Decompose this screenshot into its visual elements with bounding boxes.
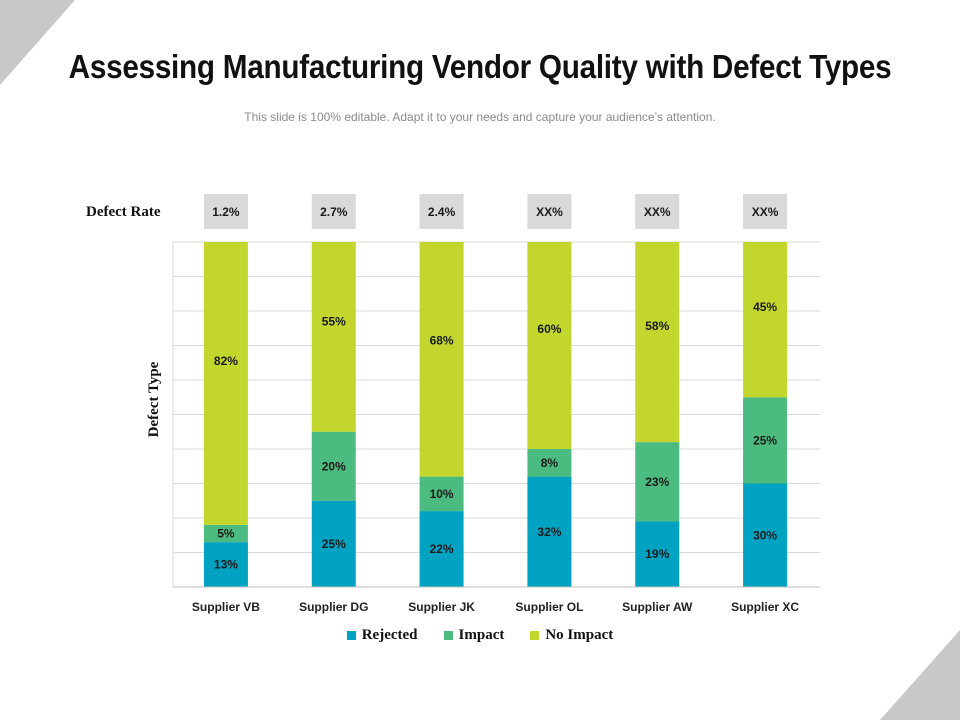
legend-label-rejected: Rejected	[361, 627, 418, 643]
data-label-impact: 23%	[645, 475, 669, 489]
bar-no-impact	[635, 242, 680, 443]
defect-rate-box	[527, 194, 572, 229]
defect-rate-box	[743, 194, 788, 229]
legend-swatch-impact	[443, 631, 453, 640]
data-label-rejected: 22%	[430, 542, 454, 556]
page-title: Assessing Manufacturing Vendor Quality w…	[68, 48, 892, 85]
bar-impact	[743, 397, 788, 484]
bar-no-impact	[527, 242, 572, 449]
bar-rejected	[635, 521, 680, 587]
data-label-rejected: 13%	[214, 558, 238, 572]
bar-impact	[311, 431, 356, 501]
defect-rate-label: Defect Rate	[86, 204, 161, 220]
legend-item-impact: Impact	[443, 627, 505, 644]
page-subtitle: This slide is 100% editable. Adapt it to…	[244, 110, 716, 124]
bar-rejected	[527, 476, 572, 587]
bar-impact	[635, 442, 680, 522]
defect-rate-box	[311, 194, 356, 229]
bar-impact	[527, 449, 572, 477]
y-axis-title: Defect Type	[146, 361, 162, 437]
defect-rate-value: XX%	[752, 205, 779, 219]
data-label-impact: 8%	[541, 456, 559, 470]
bar-no-impact	[419, 242, 464, 477]
x-tick-label: Supplier AW	[622, 600, 693, 614]
data-label-no-impact: 60%	[537, 322, 561, 336]
data-label-no-impact: 45%	[753, 300, 777, 314]
defect-rate-box	[203, 194, 248, 229]
x-tick-label: Supplier DG	[299, 600, 368, 614]
data-label-no-impact: 58%	[645, 319, 669, 333]
legend-item-no-impact: No Impact	[530, 627, 613, 644]
data-label-rejected: 25%	[322, 537, 346, 551]
bar-impact	[203, 524, 248, 543]
x-tick-label: Supplier XC	[731, 600, 799, 614]
chart-legend: Rejected Impact No Impact	[0, 627, 960, 644]
x-tick-label: Supplier OL	[515, 600, 583, 614]
defect-rate-box	[419, 194, 464, 229]
data-label-impact: 25%	[753, 433, 777, 447]
data-label-rejected: 19%	[645, 547, 669, 561]
bar-rejected	[203, 542, 248, 587]
defect-rate-value: 2.4%	[428, 205, 456, 219]
data-label-rejected: 30%	[753, 528, 777, 542]
defect-rate-value: 2.7%	[320, 205, 348, 219]
defect-rate-value: XX%	[536, 205, 563, 219]
legend-label-impact: Impact	[458, 627, 505, 643]
bar-no-impact	[203, 242, 248, 525]
legend-swatch-no-impact	[530, 631, 540, 640]
bar-impact	[419, 476, 464, 512]
data-label-rejected: 32%	[537, 525, 561, 539]
legend-item-rejected: Rejected	[346, 627, 418, 644]
bar-no-impact	[743, 242, 788, 398]
defect-rate-box	[635, 194, 680, 229]
data-label-impact: 10%	[430, 487, 454, 501]
defect-rate-value: 1.2%	[212, 205, 240, 219]
legend-swatch-rejected	[346, 631, 356, 640]
bar-no-impact	[311, 242, 356, 432]
data-label-no-impact: 55%	[322, 315, 346, 329]
data-label-no-impact: 82%	[214, 354, 238, 368]
bar-rejected	[419, 511, 464, 587]
x-tick-label: Supplier VB	[192, 600, 260, 614]
bar-rejected	[311, 500, 356, 587]
defect-rate-value: XX%	[644, 205, 671, 219]
data-label-impact: 5%	[217, 527, 235, 541]
data-label-no-impact: 68%	[430, 334, 454, 348]
x-tick-label: Supplier JK	[408, 600, 475, 614]
legend-label-no-impact: No Impact	[545, 627, 614, 643]
bar-rejected	[743, 483, 788, 587]
data-label-impact: 20%	[322, 459, 346, 473]
